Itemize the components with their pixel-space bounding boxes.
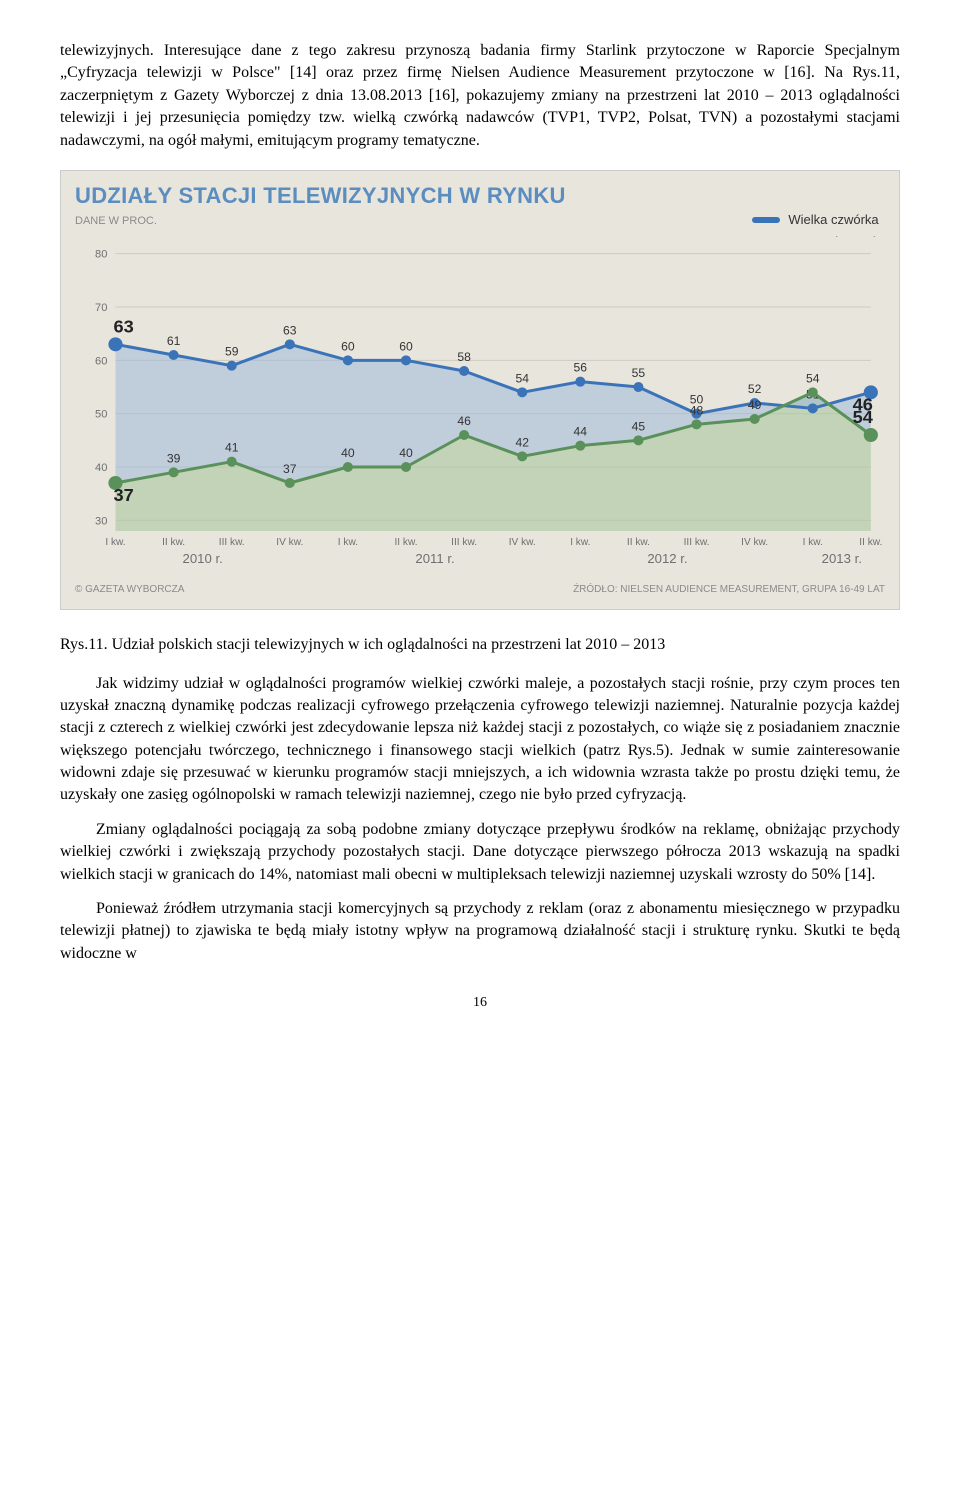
svg-text:III kw.: III kw. [451,537,477,548]
svg-text:I kw.: I kw. [338,537,358,548]
svg-text:59: 59 [225,345,239,359]
svg-text:54: 54 [853,407,873,427]
svg-text:54: 54 [806,372,820,386]
svg-text:2010 r.: 2010 r. [183,551,223,566]
body-paragraph-2: Jak widzimy udział w oglądalności progra… [60,673,900,807]
svg-text:30: 30 [95,516,107,528]
svg-text:I kw.: I kw. [105,537,125,548]
svg-text:44: 44 [574,425,588,439]
svg-text:42: 42 [515,436,529,450]
body-paragraph-3: Zmiany oglądalności pociągają za sobą po… [60,819,900,886]
svg-text:2013 r.: 2013 r. [822,551,862,566]
chart-plot-area: 3040506070806159636060585456555052516346… [75,237,885,577]
svg-text:III kw.: III kw. [219,537,245,548]
chart-footer: © GAZETA WYBORCZA ŹRÓDŁO: NIELSEN AUDIEN… [75,583,885,597]
chart-footer-left: © GAZETA WYBORCZA [75,583,184,597]
svg-text:2011 r.: 2011 r. [415,551,454,566]
svg-text:II kw.: II kw. [394,537,417,548]
legend-label: Wielka czwórka [788,211,878,229]
svg-text:56: 56 [574,361,588,375]
svg-text:60: 60 [341,340,355,354]
svg-text:II kw.: II kw. [162,537,185,548]
chart-footer-right: ŹRÓDŁO: NIELSEN AUDIENCE MEASUREMENT, GR… [573,583,885,597]
figure-caption: Rys.11. Udział polskich stacji telewizyj… [60,634,900,656]
svg-text:49: 49 [748,398,762,412]
svg-text:IV kw.: IV kw. [741,537,768,548]
chart-title: UDZIAŁY STACJI TELEWIZYJNYCH W RYNKU [75,181,885,212]
svg-text:55: 55 [632,366,646,380]
svg-text:63: 63 [113,317,133,337]
svg-text:60: 60 [95,356,107,368]
svg-text:54: 54 [515,372,529,386]
svg-text:45: 45 [632,420,646,434]
svg-text:37: 37 [113,485,133,505]
svg-text:40: 40 [399,446,413,460]
intro-paragraph: telewizyjnych. Interesujące dane z tego … [60,40,900,152]
svg-text:IV kw.: IV kw. [509,537,536,548]
svg-text:41: 41 [225,441,239,455]
svg-text:60: 60 [399,340,413,354]
svg-text:39: 39 [167,452,181,466]
svg-text:40: 40 [95,462,107,474]
svg-text:52: 52 [748,382,762,396]
svg-text:III kw.: III kw. [684,537,710,548]
chart-container: UDZIAŁY STACJI TELEWIZYJNYCH W RYNKU DAN… [60,170,900,610]
svg-text:IV kw.: IV kw. [276,537,303,548]
svg-text:80: 80 [95,249,107,261]
legend-swatch [752,217,780,223]
svg-text:II kw.: II kw. [859,537,882,548]
svg-text:48: 48 [690,404,704,418]
svg-text:61: 61 [167,334,181,348]
svg-text:70: 70 [95,302,107,314]
chart-box: UDZIAŁY STACJI TELEWIZYJNYCH W RYNKU DAN… [60,170,900,610]
svg-text:I kw.: I kw. [803,537,823,548]
body-paragraph-4: Ponieważ źródłem utrzymania stacji komer… [60,898,900,965]
svg-text:46: 46 [457,414,471,428]
svg-text:II kw.: II kw. [627,537,650,548]
page-number: 16 [60,993,900,1013]
svg-text:58: 58 [457,350,471,364]
svg-text:63: 63 [283,324,297,338]
legend-item: Wielka czwórka [752,211,883,229]
svg-text:50: 50 [95,409,107,421]
svg-text:2012 r.: 2012 r. [647,551,687,566]
svg-text:37: 37 [283,462,297,476]
svg-text:40: 40 [341,446,355,460]
svg-text:I kw.: I kw. [570,537,590,548]
